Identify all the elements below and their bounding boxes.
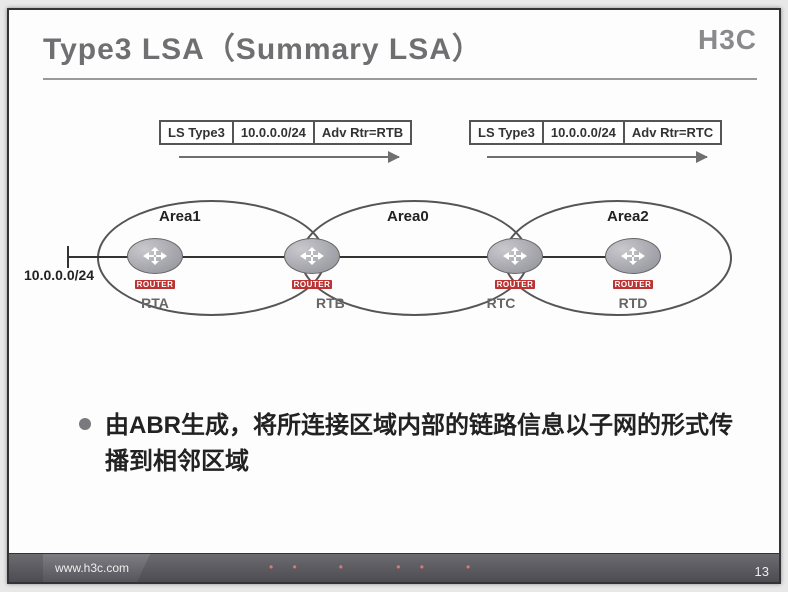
slide: Type3 LSA（Summary LSA） H3C LS Type3 10.0… [7,8,781,584]
router-tag: ROUTER [135,280,176,289]
lsa-cell: 10.0.0.0/24 [234,122,315,143]
bullet-text: 由ABR生成，将所连接区域内部的链路信息以子网的形式传播到相邻区域 [105,408,739,480]
network-address: 10.0.0.0/24 [24,267,94,283]
router-tag: ROUTER [292,280,333,289]
brand-logo: H3C [698,24,757,56]
lsa-cell: LS Type3 [161,122,234,143]
router-icon [487,238,543,274]
lsa-cell: Adv Rtr=RTC [625,122,720,143]
arrow-right [487,156,707,158]
lsa-box-left: LS Type3 10.0.0.0/24 Adv Rtr=RTB [159,120,412,145]
network-diagram: LS Type3 10.0.0.0/24 Adv Rtr=RTB LS Type… [9,120,779,380]
router-name: RTD [605,295,661,311]
router-icon [284,238,340,274]
router-tag: ROUTER [495,280,536,289]
lsa-cell: Adv Rtr=RTB [315,122,410,143]
footer-bar: www.h3c.com • • • • • • 13 [9,553,779,582]
footer-url: www.h3c.com [43,554,150,582]
router-rta: ROUTER RTA [127,238,183,311]
area1-label: Area1 [159,208,201,225]
area0-label: Area0 [387,208,429,225]
router-icon [605,238,661,274]
slide-title: Type3 LSA（Summary LSA） [43,24,483,68]
router-name: RTB [316,295,340,311]
router-rtc: ROUTER RTC [487,238,543,311]
arrow-left [179,156,399,158]
page-number: 13 [755,564,769,579]
stub-terminator [67,246,69,268]
header: Type3 LSA（Summary LSA） H3C [9,10,779,74]
router-rtd: ROUTER RTD [605,238,661,311]
router-name: RTA [127,295,183,311]
footer-decoration: • • • • • • [269,560,478,574]
router-icon [127,238,183,274]
title-divider [43,78,757,80]
area2-label: Area2 [607,208,649,225]
router-name: RTC [459,295,543,311]
router-rtb: ROUTER RTB [284,238,340,311]
router-tag: ROUTER [613,280,654,289]
lsa-cell: 10.0.0.0/24 [544,122,625,143]
lsa-cell: LS Type3 [471,122,544,143]
lsa-box-right: LS Type3 10.0.0.0/24 Adv Rtr=RTC [469,120,722,145]
bullet-dot-icon [79,418,91,430]
bullet-item: 由ABR生成，将所连接区域内部的链路信息以子网的形式传播到相邻区域 [79,408,739,480]
